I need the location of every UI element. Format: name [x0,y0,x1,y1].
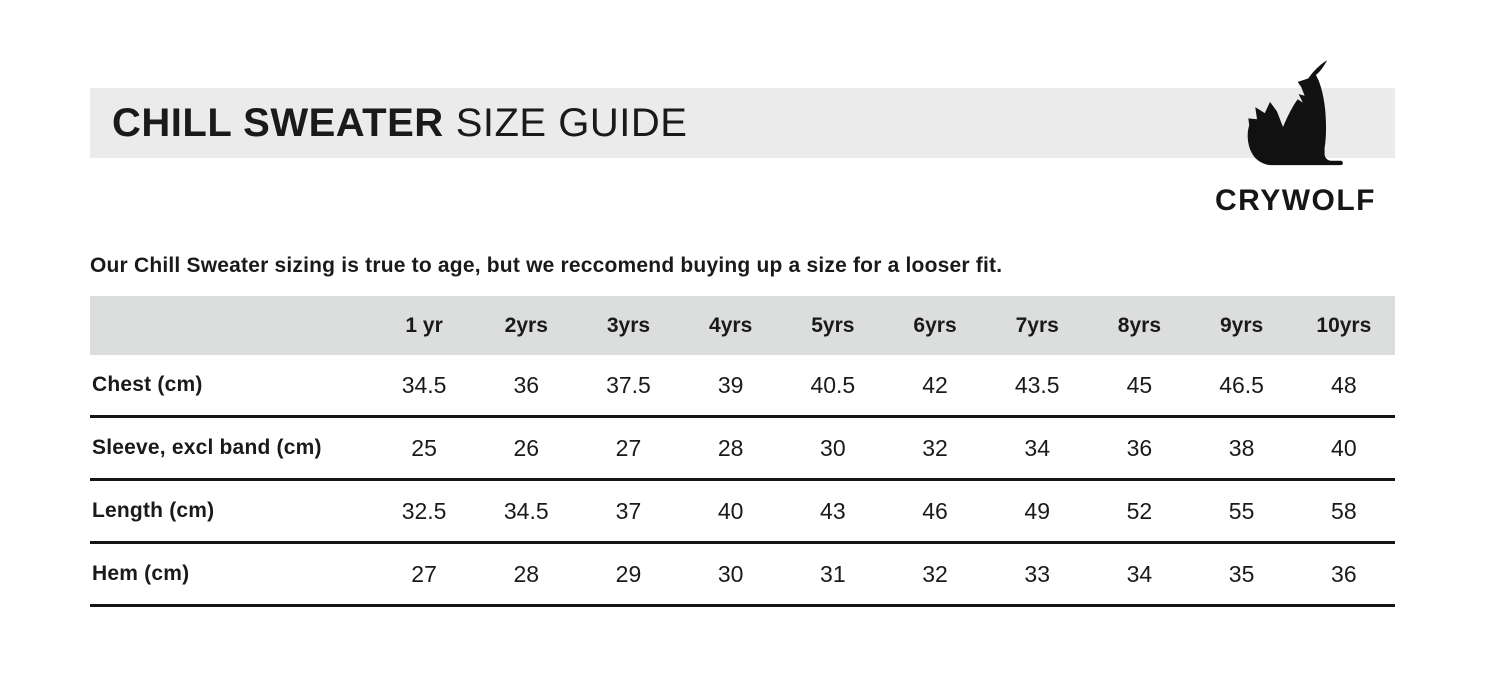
howling-wolf-icon [1247,60,1343,166]
size-table-header-row: 1 yr 2yrs 3yrs 4yrs 5yrs 6yrs 7yrs 8yrs … [90,296,1395,355]
cell-value: 40.5 [781,355,884,418]
row-label: Chest (cm) [90,355,373,418]
cell-value: 32 [883,416,987,481]
cell-value: 29 [577,542,680,607]
cell-value: 37 [577,479,680,544]
row-label: Length (cm) [90,479,373,544]
cell-value: 52 [1088,479,1191,544]
page-title-product: CHILL SWEATER [112,100,444,145]
cell-value: 43.5 [986,355,1089,418]
cell-value: 28 [475,542,578,607]
cell-value: 33 [986,542,1089,607]
row-label: Sleeve, excl band (cm) [90,416,373,481]
cell-value: 30 [679,542,782,607]
cell-value: 36 [1088,416,1191,481]
title-banner: CHILL SWEATER SIZE GUIDE [90,88,1395,158]
header-cell-age: 4yrs [679,296,782,355]
header-cell-empty [90,296,373,355]
cell-value: 38 [1190,416,1293,481]
page-title-suffix: SIZE GUIDE [455,100,688,145]
sizing-note: Our Chill Sweater sizing is true to age,… [90,254,1003,277]
brand-logo: CRYWOLF [1198,50,1393,220]
cell-value: 40 [679,479,782,544]
cell-value: 32.5 [373,479,476,544]
cell-value: 34.5 [475,479,578,544]
cell-value: 55 [1190,479,1293,544]
cell-value: 46.5 [1190,355,1293,418]
header-cell-age: 10yrs [1292,296,1395,355]
header-cell-age: 3yrs [577,296,680,355]
cell-value: 30 [781,416,884,481]
cell-value: 36 [1292,542,1395,607]
cell-value: 36 [475,355,578,418]
header-cell-age: 6yrs [883,296,987,355]
header-cell-age: 1 yr [373,296,476,355]
cell-value: 46 [883,479,987,544]
cell-value: 31 [781,542,884,607]
table-row-hem: Hem (cm) 27 28 29 30 31 32 33 34 35 36 [90,542,1395,607]
row-label: Hem (cm) [90,542,373,607]
header-cell-age: 8yrs [1088,296,1191,355]
cell-value: 42 [883,355,987,418]
cell-value: 37.5 [577,355,680,418]
cell-value: 40 [1292,416,1395,481]
header-cell-age: 5yrs [781,296,884,355]
cell-value: 34 [986,416,1089,481]
cell-value: 34 [1088,542,1191,607]
cell-value: 27 [373,542,476,607]
header-cell-age: 9yrs [1190,296,1293,355]
page-title: CHILL SWEATER SIZE GUIDE [90,101,687,146]
cell-value: 39 [679,355,782,418]
size-table: 1 yr 2yrs 3yrs 4yrs 5yrs 6yrs 7yrs 8yrs … [90,296,1395,607]
table-row-length: Length (cm) 32.5 34.5 37 40 43 46 49 52 … [90,479,1395,544]
table-row-sleeve: Sleeve, excl band (cm) 25 26 27 28 30 32… [90,416,1395,481]
cell-value: 34.5 [373,355,476,418]
header-cell-age: 7yrs [986,296,1089,355]
cell-value: 58 [1292,479,1395,544]
table-row-chest: Chest (cm) 34.5 36 37.5 39 40.5 42 43.5 … [90,355,1395,418]
cell-value: 32 [883,542,987,607]
cell-value: 27 [577,416,680,481]
cell-value: 26 [475,416,578,481]
cell-value: 25 [373,416,476,481]
cell-value: 35 [1190,542,1293,607]
brand-name: CRYWOLF [1214,184,1377,217]
cell-value: 28 [679,416,782,481]
cell-value: 49 [986,479,1089,544]
cell-value: 43 [781,479,884,544]
cell-value: 48 [1292,355,1395,418]
cell-value: 45 [1088,355,1191,418]
header-cell-age: 2yrs [475,296,578,355]
